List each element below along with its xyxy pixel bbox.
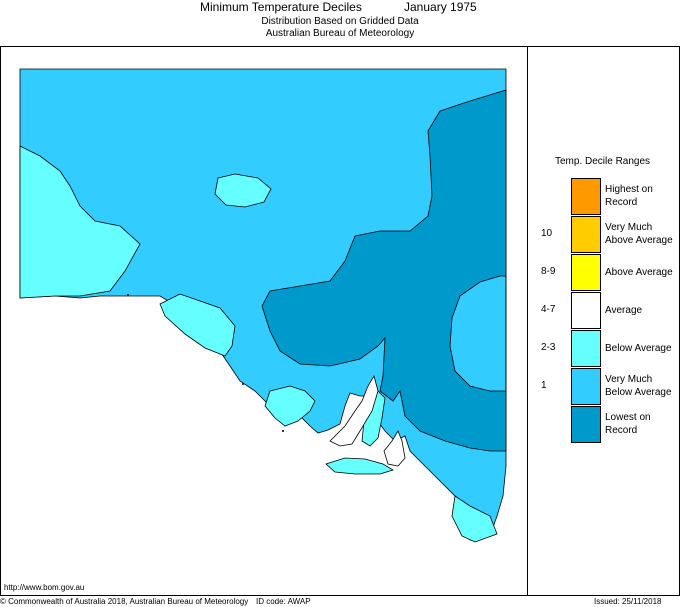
legend-range: 2-3 (541, 342, 556, 353)
subtitle-distribution: Distribution Based on Gridded Data (261, 16, 419, 27)
legend-range: 8-9 (541, 266, 556, 277)
legend-category-line1: Very Much (605, 222, 653, 233)
below-average-lake-region (214, 173, 272, 208)
legend-category: Very Much Below Average (605, 373, 677, 399)
legend-panel: Temp. Decile Ranges Highest on Record 10 Ve… (535, 150, 675, 450)
footer-url[interactable]: http://www.bom.gov.au (4, 583, 85, 592)
legend-category-line1: Average (605, 305, 643, 316)
below-average-southeast-region (451, 495, 498, 543)
footer-id-code: ID code: AWAP (256, 597, 311, 606)
legend-category-line1: Very Much (605, 374, 653, 385)
legend-category: Very Much Above Average (605, 221, 677, 247)
spencer-gulf (329, 374, 379, 447)
kangaroo-island (325, 457, 394, 475)
legend-title: Temp. Decile Ranges (555, 156, 651, 167)
legend-swatch (571, 368, 601, 405)
legend-category-line1: Below Average (605, 343, 672, 354)
legend-range: 10 (541, 228, 553, 239)
legend-range: 1 (541, 380, 547, 391)
legend-category-line2: Record (605, 425, 638, 436)
legend-swatch (571, 292, 601, 329)
legend-category-line2: Record (605, 197, 638, 208)
map-title: Minimum Temperature Deciles (200, 0, 362, 14)
legend-swatch (571, 254, 601, 291)
legend-category: Above Average (605, 266, 677, 279)
legend-swatch (571, 406, 601, 443)
subtitle-agency: Australian Bureau of Meteorology (265, 28, 415, 39)
legend-swatch (571, 216, 601, 253)
legend-category-line2: Above Average (605, 235, 673, 246)
below-average-west-region (19, 145, 141, 299)
lowest-on-record-region (261, 89, 507, 452)
footer-copyright: © Commonwealth of Australia 2018, Austra… (0, 597, 249, 606)
south-australia-map (19, 68, 507, 543)
legend-swatch (571, 330, 601, 367)
gulf-st-vincent (383, 430, 406, 467)
legend-category: Lowest on Record (605, 411, 677, 437)
legend-category: Highest on Record (605, 183, 677, 209)
legend-swatch (571, 178, 601, 215)
legend-category-line1: Highest on (605, 184, 653, 195)
legend-range: 4-7 (541, 304, 556, 315)
legend-category-line1: Lowest on (605, 412, 651, 423)
title-row: Minimum Temperature Deciles January 1975 (0, 0, 680, 14)
legend-category: Below Average (605, 342, 677, 355)
footer-issued: Issued: 25/11/2018 (594, 597, 662, 606)
legend-category-line2: Below Average (605, 387, 672, 398)
below-average-peninsula-region (159, 293, 236, 357)
legend-category: Average (605, 304, 677, 317)
below-average-south-region (264, 385, 316, 427)
panel-divider (527, 46, 528, 595)
map-period: January 1975 (404, 0, 477, 14)
legend-category-line1: Above Average (605, 267, 673, 278)
